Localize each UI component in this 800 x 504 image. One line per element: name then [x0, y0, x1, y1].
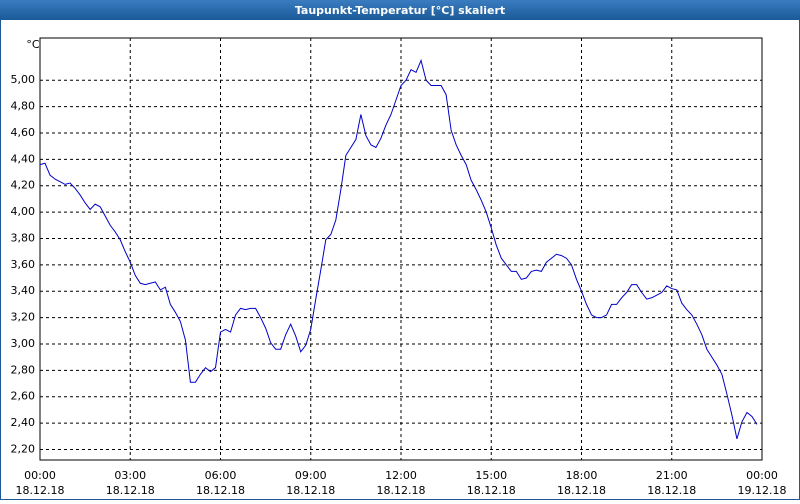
- y-tick-label: 2,40: [11, 416, 36, 429]
- x-tick-date: 18.12.18: [106, 484, 155, 497]
- x-tick-label: 03:00: [114, 469, 146, 482]
- x-tick-date: 18.12.18: [647, 484, 696, 497]
- y-tick-label: 3,20: [11, 311, 36, 324]
- x-tick-date: 18.12.18: [557, 484, 606, 497]
- y-tick-label: 4,00: [11, 205, 36, 218]
- x-tick-label: 09:00: [295, 469, 327, 482]
- y-tick-label: 3,00: [11, 337, 36, 350]
- y-tick-label: 2,80: [11, 363, 36, 376]
- x-tick-date: 18.12.18: [377, 484, 426, 497]
- x-tick-label: 00:00: [24, 469, 56, 482]
- y-tick-label: 2,60: [11, 390, 36, 403]
- y-tick-label: 4,80: [11, 100, 36, 113]
- y-unit: °C: [26, 38, 40, 51]
- y-tick-label: 2,20: [11, 442, 36, 455]
- x-tick-label: 00:00: [746, 469, 778, 482]
- y-tick-label: 4,40: [11, 152, 36, 165]
- x-tick-label: 18:00: [566, 469, 598, 482]
- y-tick-label: 3,40: [11, 284, 36, 297]
- y-tick-label: 4,60: [11, 126, 36, 139]
- x-tick-label: 15:00: [475, 469, 507, 482]
- y-tick-label: 3,80: [11, 231, 36, 244]
- y-tick-label: 4,20: [11, 179, 36, 192]
- x-tick-date: 18.12.18: [196, 484, 245, 497]
- title-bar: [0, 0, 800, 20]
- chart-title: Taupunkt-Temperatur [°C] skaliert: [295, 4, 505, 17]
- x-tick-label: 21:00: [656, 469, 688, 482]
- x-tick-date: 18.12.18: [16, 484, 65, 497]
- x-tick-label: 12:00: [385, 469, 417, 482]
- x-tick-date: 18.12.18: [286, 484, 335, 497]
- x-tick-date: 18.12.18: [467, 484, 516, 497]
- x-tick-date: 19.12.18: [738, 484, 787, 497]
- y-tick-label: 3,60: [11, 258, 36, 271]
- y-tick-label: 5,00: [11, 73, 36, 86]
- data-line: [39, 58, 758, 440]
- x-tick-label: 06:00: [205, 469, 237, 482]
